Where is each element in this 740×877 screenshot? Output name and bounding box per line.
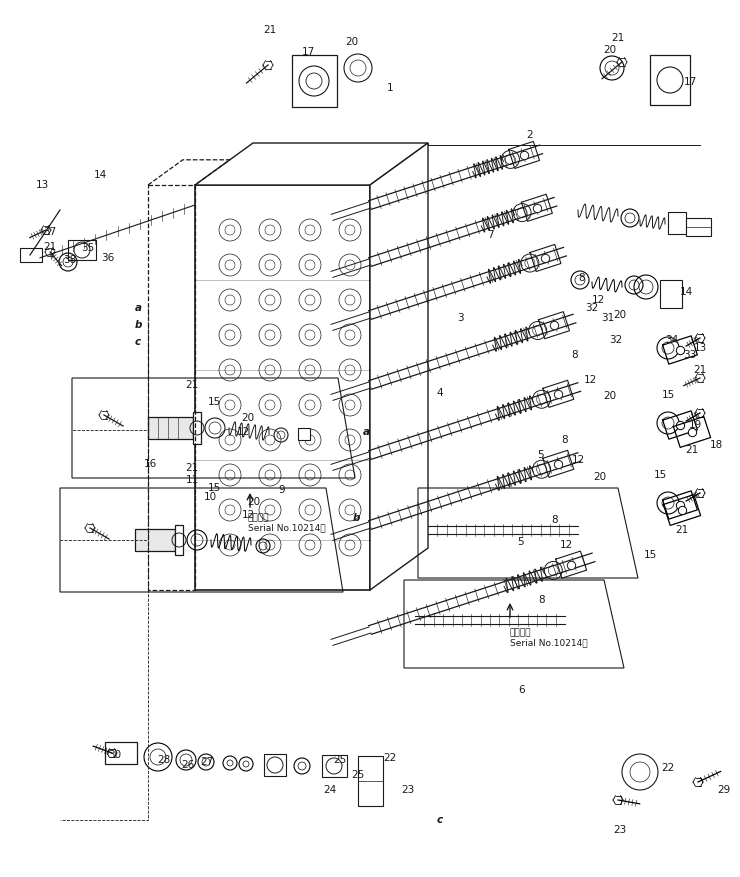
Text: 20: 20	[593, 472, 607, 482]
Text: 26: 26	[181, 760, 195, 770]
Text: 14: 14	[93, 170, 107, 180]
FancyBboxPatch shape	[298, 428, 310, 440]
Text: 30: 30	[109, 750, 121, 760]
Text: 15: 15	[662, 390, 675, 400]
Polygon shape	[370, 143, 428, 590]
Text: 12: 12	[591, 295, 605, 305]
Text: 25: 25	[352, 770, 365, 780]
Text: 3: 3	[457, 313, 463, 323]
Text: 8: 8	[539, 595, 545, 605]
Text: 29: 29	[717, 785, 730, 795]
Text: 8: 8	[572, 350, 579, 360]
Text: 22: 22	[383, 753, 397, 763]
FancyBboxPatch shape	[135, 529, 175, 551]
Text: 15: 15	[653, 470, 667, 480]
Text: 20: 20	[603, 45, 616, 55]
Text: 13: 13	[693, 343, 707, 353]
Text: c: c	[135, 337, 141, 347]
Text: 21: 21	[44, 242, 57, 252]
Text: c: c	[437, 815, 443, 825]
Text: 11: 11	[186, 475, 198, 485]
Text: 21: 21	[186, 463, 198, 473]
Text: 21: 21	[186, 380, 198, 390]
Text: 15: 15	[643, 550, 656, 560]
Text: 32: 32	[609, 335, 622, 345]
FancyBboxPatch shape	[105, 742, 137, 764]
Text: 31: 31	[602, 313, 615, 323]
Text: 21: 21	[263, 25, 277, 35]
Text: 17: 17	[301, 47, 314, 57]
Text: 21: 21	[693, 365, 707, 375]
Text: 10: 10	[204, 492, 217, 502]
FancyBboxPatch shape	[68, 240, 96, 260]
FancyBboxPatch shape	[668, 212, 686, 234]
Text: 20: 20	[603, 391, 616, 401]
Text: 9: 9	[279, 485, 286, 495]
Text: 19: 19	[688, 420, 702, 430]
Text: 32: 32	[585, 303, 599, 313]
Text: 20: 20	[346, 37, 359, 47]
Text: b: b	[352, 513, 360, 523]
Text: 21: 21	[676, 525, 689, 535]
Text: 28: 28	[158, 755, 171, 765]
Text: 12: 12	[571, 455, 585, 465]
FancyBboxPatch shape	[686, 218, 711, 236]
Text: 8: 8	[562, 435, 568, 445]
Text: 21: 21	[611, 33, 625, 43]
Text: 21: 21	[685, 445, 699, 455]
Text: 18: 18	[710, 440, 723, 450]
Text: 24: 24	[323, 785, 337, 795]
Text: 13: 13	[36, 180, 49, 190]
FancyBboxPatch shape	[358, 756, 383, 806]
FancyBboxPatch shape	[292, 55, 337, 107]
FancyBboxPatch shape	[20, 248, 42, 262]
Text: 5: 5	[536, 450, 543, 460]
Text: 20: 20	[613, 310, 627, 320]
Text: 16: 16	[144, 459, 157, 469]
Text: 1: 1	[387, 83, 394, 93]
Text: 23: 23	[613, 825, 627, 835]
Polygon shape	[175, 525, 183, 555]
FancyBboxPatch shape	[650, 55, 690, 105]
Text: 12: 12	[559, 540, 573, 550]
Text: 12: 12	[241, 510, 255, 520]
Text: 37: 37	[44, 227, 57, 237]
Text: 34: 34	[665, 335, 679, 345]
Text: a: a	[363, 427, 369, 437]
Text: 8: 8	[579, 273, 585, 283]
Text: 27: 27	[201, 757, 214, 767]
Text: 15: 15	[207, 397, 221, 407]
Polygon shape	[195, 143, 428, 185]
FancyBboxPatch shape	[322, 755, 347, 777]
FancyBboxPatch shape	[660, 280, 682, 308]
Text: 12: 12	[236, 427, 249, 437]
FancyBboxPatch shape	[195, 185, 370, 590]
Text: 23: 23	[401, 785, 414, 795]
Text: 5: 5	[517, 537, 523, 547]
Text: 35: 35	[81, 243, 95, 253]
Text: 適用号等
Serial No.10214～: 適用号等 Serial No.10214～	[248, 513, 326, 532]
Text: 38: 38	[64, 255, 77, 265]
FancyBboxPatch shape	[148, 417, 193, 439]
Text: 22: 22	[662, 763, 675, 773]
Text: 36: 36	[101, 253, 115, 263]
Text: 20: 20	[247, 497, 260, 507]
Text: 2: 2	[527, 130, 534, 140]
Text: 適用号等
Serial No.10214～: 適用号等 Serial No.10214～	[510, 628, 588, 647]
Text: b: b	[135, 320, 141, 330]
Text: 8: 8	[552, 515, 558, 525]
Text: 15: 15	[207, 483, 221, 493]
Text: 4: 4	[437, 388, 443, 398]
Text: a: a	[135, 303, 141, 313]
Text: 33: 33	[683, 350, 696, 360]
FancyBboxPatch shape	[264, 754, 286, 776]
Polygon shape	[193, 412, 201, 444]
Text: 12: 12	[583, 375, 596, 385]
Text: 6: 6	[519, 685, 525, 695]
Text: 25: 25	[334, 755, 346, 765]
Text: 20: 20	[241, 413, 255, 423]
Text: 14: 14	[679, 287, 693, 297]
Text: 17: 17	[683, 77, 696, 87]
Text: 7: 7	[487, 230, 494, 240]
